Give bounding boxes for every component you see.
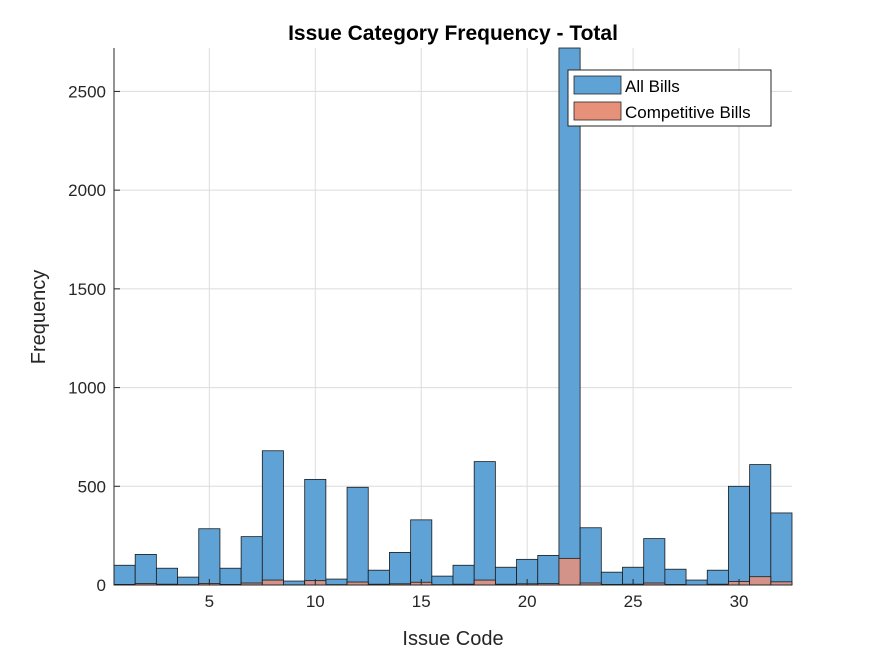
- bar-all-bills-3: [155, 567, 178, 586]
- bar-competitive-bills-18: [473, 579, 496, 586]
- legend-swatch-all-bills: [573, 75, 622, 95]
- legend: All Bills Competitive Bills: [567, 69, 772, 127]
- x-tick-label: 30: [730, 592, 749, 611]
- bar-all-bills-5: [198, 528, 221, 586]
- y-tick-label: 2000: [68, 181, 106, 200]
- bar-all-bills-12: [346, 486, 369, 586]
- bar-competitive-bills-22: [558, 557, 581, 586]
- bar-all-bills-8: [261, 450, 284, 586]
- x-tick-label: 20: [518, 592, 537, 611]
- bar-all-bills-11: [325, 578, 348, 586]
- bar-all-bills-16: [431, 575, 454, 586]
- bar-all-bills-26: [643, 538, 666, 586]
- bar-all-bills-29: [706, 569, 729, 586]
- bar-all-bills-28: [685, 579, 708, 586]
- bar-all-bills-10: [304, 478, 327, 586]
- y-tick-label: 0: [97, 576, 106, 595]
- y-tick-label: 1000: [68, 379, 106, 398]
- legend-label-competitive-bills: Competitive Bills: [625, 103, 751, 122]
- x-tick-label: 15: [412, 592, 431, 611]
- axes: [113, 48, 792, 586]
- bar-all-bills-7: [240, 536, 263, 586]
- bar-all-bills-32: [770, 512, 793, 586]
- x-axis-label: Issue Code: [402, 628, 503, 650]
- bar-all-bills-24: [600, 571, 623, 586]
- bar-competitive-bills-31: [749, 576, 772, 586]
- legend-swatch-competitive-bills: [573, 101, 622, 121]
- bar-all-bills-15: [410, 519, 433, 586]
- bar-all-bills-30: [728, 485, 751, 586]
- grid-lines: [114, 48, 792, 585]
- y-tick-label: 500: [78, 477, 106, 496]
- bar-all-bills-23: [579, 527, 602, 586]
- bar-all-bills-14: [389, 552, 412, 586]
- y-tick-label: 1500: [68, 280, 106, 299]
- tick-labels: 0 500 1000 1500 2000 2500 5 10 15 20 25 30: [68, 82, 748, 611]
- bar-all-bills-17: [452, 564, 475, 586]
- bar-all-bills-1: [113, 564, 136, 586]
- bar-all-bills-22: [558, 47, 581, 586]
- bar-all-bills-18: [473, 461, 496, 586]
- bar-all-bills-6: [219, 567, 242, 586]
- bar-all-bills-21: [537, 554, 560, 586]
- y-axis-label: Frequency: [28, 270, 50, 365]
- bar-all-bills-4: [177, 576, 200, 586]
- x-tick-label: 5: [205, 592, 214, 611]
- series-all-bills: [113, 47, 793, 586]
- bar-all-bills-13: [367, 569, 390, 586]
- y-tick-label: 2500: [68, 82, 106, 101]
- x-tick-label: 10: [306, 592, 325, 611]
- legend-label-all-bills: All Bills: [625, 77, 680, 96]
- x-tick-label: 25: [624, 592, 643, 611]
- bar-all-bills-2: [134, 553, 157, 586]
- bar-all-bills-31: [749, 464, 772, 586]
- bar-all-bills-27: [664, 568, 687, 586]
- chart-title: Issue Category Frequency - Total: [288, 22, 618, 45]
- bar-competitive-bills-8: [261, 579, 284, 586]
- bar-all-bills-19: [494, 566, 517, 586]
